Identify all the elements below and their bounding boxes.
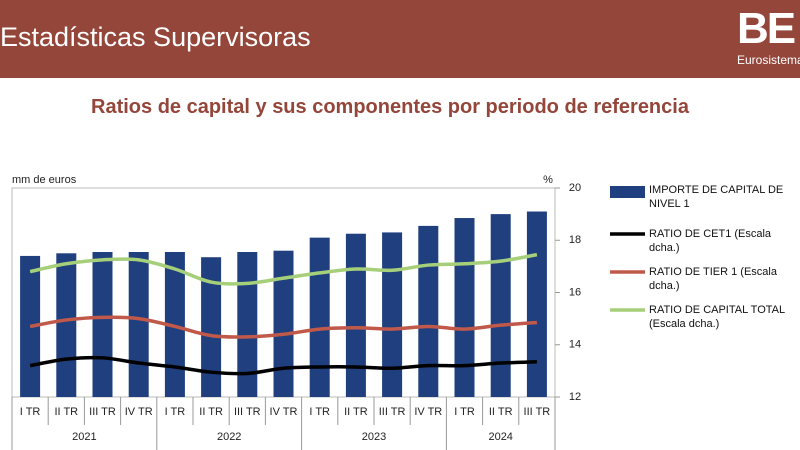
bar: [56, 253, 77, 397]
legend-label: RATIO DE CET1 (Escala dcha.): [649, 228, 772, 254]
x-tick-label: I TR: [309, 406, 330, 418]
bar: [237, 252, 258, 397]
bar: [309, 237, 330, 397]
x-tick-label: III TR: [379, 406, 406, 418]
bar: [128, 252, 149, 397]
bar: [526, 211, 547, 397]
x-tick-label: IV TR: [125, 406, 153, 418]
x-tick-label: II TR: [344, 406, 368, 418]
bar: [345, 233, 366, 397]
x-tick-label: I TR: [20, 406, 41, 418]
bar: [20, 255, 41, 397]
x-tick-label: I TR: [165, 406, 186, 418]
x-tick-label: III TR: [524, 406, 551, 418]
line: [29, 315, 538, 339]
group-label: 2023: [362, 431, 386, 443]
bar: [490, 214, 511, 397]
bar: [92, 252, 113, 397]
x-tick-label: I TR: [454, 406, 475, 418]
group-label: 2024: [488, 431, 512, 443]
x-tick-label: II TR: [489, 406, 513, 418]
chart-title: Ratios de capital y sus componentes por …: [91, 96, 689, 118]
bar: [201, 257, 222, 397]
x-tick-label: III TR: [234, 406, 261, 418]
logo-subtitle: Eurosistema: [737, 53, 800, 67]
y2-tick-label: 20: [569, 182, 581, 194]
y2-axis-label: %: [543, 174, 553, 186]
x-tick-label: II TR: [54, 406, 78, 418]
x-tick-label: IV TR: [414, 406, 442, 418]
y2-tick-label: 14: [569, 339, 581, 351]
y2-tick-label: 18: [569, 234, 581, 246]
x-tick-label: III TR: [89, 406, 116, 418]
y2-tick-label: 16: [569, 286, 581, 298]
bar: [382, 232, 403, 397]
legend-label: IMPORTE DE CAPITAL DE NIVEL 1: [649, 184, 784, 210]
x-tick-label: II TR: [199, 406, 223, 418]
group-label: 2021: [72, 431, 96, 443]
bar: [454, 218, 475, 397]
line: [29, 252, 538, 286]
y-axis-label: mm de euros: [12, 174, 77, 186]
bar: [273, 250, 294, 397]
header-title: Estadísticas Supervisoras: [0, 22, 311, 52]
header-band: Estadísticas Supervisoras BE Eurosistema: [0, 0, 800, 78]
legend-label: RATIO DE TIER 1 (Escala dcha.): [649, 266, 777, 292]
logo: BE: [737, 4, 796, 53]
y2-tick-label: 12: [569, 391, 581, 403]
legend-label: RATIO DE CAPITAL TOTAL (Escala dcha.): [649, 304, 785, 330]
line: [29, 355, 537, 376]
group-label: 2022: [217, 431, 241, 443]
x-tick-label: IV TR: [270, 406, 298, 418]
bar: [164, 252, 185, 397]
legend-swatch: [610, 186, 645, 198]
bar: [418, 225, 439, 397]
